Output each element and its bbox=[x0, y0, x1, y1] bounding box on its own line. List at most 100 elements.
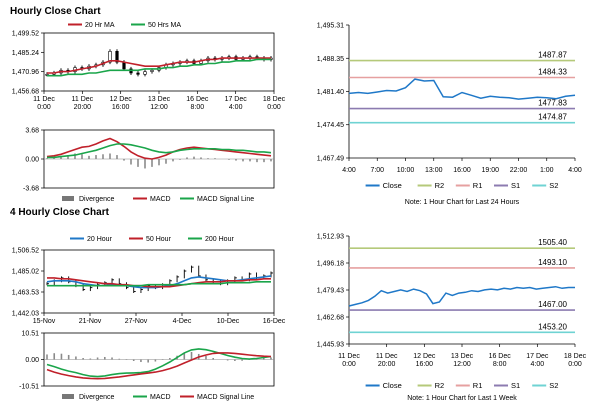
hourly-sr-note: Note: 1 Hour Chart for Last 24 Hours bbox=[405, 199, 520, 206]
fourhour-price-series-1 bbox=[47, 277, 271, 288]
hourly-sr-xtick-6: 22:00 bbox=[510, 167, 528, 174]
hourly-sr-level-label-r2: 1487.87 bbox=[538, 51, 567, 60]
hourly-price-series-1 bbox=[47, 58, 271, 77]
hourly-sr-xtick-3: 13:00 bbox=[425, 167, 443, 174]
fourhour-sr-xtick-0: 11 Dec 0:00 bbox=[338, 353, 360, 368]
fourhour-price-legend-label-1: 50 Hour bbox=[146, 236, 172, 243]
fourhour-sr-level-label-s1: 1467.00 bbox=[538, 300, 567, 309]
fourhour-sr-legend-label-2: R1 bbox=[473, 381, 483, 390]
fourhour-price-xtick-0: 15-Nov bbox=[33, 318, 56, 325]
fourhour-sr-ytick-2: 1,479.43 bbox=[317, 288, 344, 295]
hourly-sr-xtick-4: 16:00 bbox=[453, 167, 471, 174]
fourhour-sr-xtick-6: 18 Dec 0:00 bbox=[564, 353, 587, 368]
fourhour-sr-note: Note: 1 Hour Chart for Last 1 Week bbox=[407, 395, 517, 402]
hourly-price-price-body-13 bbox=[136, 72, 140, 75]
hourly-price-price-body-10 bbox=[115, 51, 119, 63]
hourly-price-xtick-0: 11 Dec 0:00 bbox=[33, 96, 55, 111]
hourly-price-xtick-1: 11 Dec 20:00 bbox=[71, 96, 93, 111]
hourly-macd-legend-marker-0 bbox=[62, 196, 74, 201]
fourhour-price-ytick-2: 1,463.53 bbox=[12, 289, 39, 296]
hourly-sr-xtick-0: 4:00 bbox=[342, 167, 356, 174]
hourly-macd-legend-label-1: MACD bbox=[150, 196, 171, 203]
hourly-sr-legend-label-3: S1 bbox=[511, 181, 520, 190]
hourly-sr-xtick-1: 7:00 bbox=[370, 167, 384, 174]
hourly-price-ytick-2: 1,470.96 bbox=[12, 69, 39, 76]
fourhour-sr-xtick-5: 17 Dec 4:00 bbox=[526, 353, 549, 368]
fourhour-price-xtick-1: 21-Nov bbox=[79, 318, 102, 325]
fourhour-sr-legend-label-1: R2 bbox=[435, 381, 445, 390]
hourly-price-legend-label-0: 20 Hr MA bbox=[85, 22, 115, 29]
hourly-price-xtick-4: 16 Dec 8:00 bbox=[186, 96, 209, 111]
hourly-macd-ytick-2: -3.68 bbox=[23, 186, 39, 193]
fourhour-macd-ytick-1: 0.00 bbox=[25, 357, 39, 364]
hourly-sr-level-label-r1: 1484.33 bbox=[538, 67, 567, 76]
fourhour-macd-series-1 bbox=[46, 352, 272, 380]
fourhour-macd-series-0 bbox=[46, 348, 272, 378]
hourly-price-xtick-3: 13 Dec 12:00 bbox=[148, 96, 171, 111]
fourhour-sr-level-label-s2: 1453.20 bbox=[538, 322, 567, 331]
hourly-sr-legend-label-4: S2 bbox=[549, 181, 558, 190]
hourly-price-price-body-11 bbox=[122, 61, 126, 70]
hourly-sr-level-label-s2: 1474.87 bbox=[538, 113, 567, 122]
hourly-price-ytick-1: 1,485.24 bbox=[12, 50, 39, 57]
fourhour-sr-xtick-3: 13 Dec 12:00 bbox=[451, 353, 474, 368]
hourly-sr-xtick-7: 1:00 bbox=[540, 167, 554, 174]
hourly-section-title: Hourly Close Chart bbox=[10, 6, 101, 17]
hourly-sr-xtick-8: 4:00 bbox=[568, 167, 582, 174]
hourly-sr-legend-label-0: Close bbox=[383, 181, 402, 190]
fourhour-macd-legend-label-0: Divergence bbox=[79, 394, 115, 401]
fourhour-price-legend-label-2: 200 Hour bbox=[205, 236, 234, 243]
fourhour-sr-ytick-0: 1,512.93 bbox=[317, 234, 344, 241]
fourhour-price-xtick-2: 27-Nov bbox=[125, 318, 148, 325]
fourhour-price-xtick-4: 10-Dec bbox=[217, 318, 240, 325]
hourly-price-price-body-9 bbox=[108, 51, 112, 63]
fourhour-sr-level-label-r2: 1505.40 bbox=[538, 238, 567, 247]
fourhour-sr-xtick-1: 11 Dec 20:00 bbox=[376, 353, 398, 368]
fourhour-sr-ytick-1: 1,496.18 bbox=[317, 261, 344, 268]
fourhour-sr-legend-label-3: S1 bbox=[511, 381, 520, 390]
hourly-price-price-body-15 bbox=[150, 69, 154, 72]
fourhour-price-legend-label-0: 20 Hour bbox=[87, 236, 113, 243]
hourly-macd-ytick-1: 0.00 bbox=[25, 157, 39, 164]
fourhour-price-series-2 bbox=[47, 280, 271, 287]
hourly-price-ytick-3: 1,456.68 bbox=[12, 89, 39, 96]
hourly-price-xtick-6: 18 Dec 0:00 bbox=[263, 96, 286, 111]
fourhour-price-ytick-0: 1,506.52 bbox=[12, 248, 39, 255]
hourly-macd-series-0 bbox=[46, 137, 272, 160]
hourly-price-series-0 bbox=[47, 57, 271, 74]
fourhour-sr-legend-label-4: S2 bbox=[549, 381, 558, 390]
fourhour-price-xtick-3: 4-Dec bbox=[173, 318, 192, 325]
hourly-price-ytick-0: 1,499.52 bbox=[12, 31, 39, 38]
fourhour-macd-ytick-0: 10.51 bbox=[21, 331, 39, 338]
hourly-sr-ytick-0: 1,495.31 bbox=[317, 23, 344, 30]
hourly-macd-ytick-0: 3.68 bbox=[25, 128, 39, 135]
hourly-sr-ytick-3: 1,474.45 bbox=[317, 122, 344, 129]
four-hourly-section-title: 4 Hourly Close Chart bbox=[10, 207, 109, 218]
fourhour-price-ytick-1: 1,485.02 bbox=[12, 269, 39, 276]
fourhour-macd-legend-label-2: MACD Signal Line bbox=[197, 394, 254, 401]
fourhour-sr-xtick-2: 12 Dec 16:00 bbox=[413, 353, 436, 368]
fourhour-price-xtick-5: 16-Dec bbox=[263, 318, 286, 325]
hourly-price-frame bbox=[43, 32, 275, 92]
hourly-sr-close-line bbox=[348, 78, 576, 100]
hourly-price-price-body-14 bbox=[143, 71, 147, 75]
fourhour-sr-xtick-4: 16 Dec 8:00 bbox=[489, 353, 512, 368]
hourly-sr-legend-label-1: R2 bbox=[435, 181, 445, 190]
fourhour-sr-legend-label-0: Close bbox=[383, 381, 402, 390]
hourly-price-xtick-2: 12 Dec 16:00 bbox=[110, 96, 133, 111]
hourly-macd-legend-label-0: Divergence bbox=[79, 196, 115, 203]
fourhour-macd-legend-label-1: MACD bbox=[150, 394, 171, 401]
hourly-sr-ytick-1: 1,488.35 bbox=[317, 56, 344, 63]
fourhour-sr-level-label-r1: 1493.10 bbox=[538, 258, 567, 267]
fourhour-macd-ytick-2: -10.51 bbox=[19, 384, 39, 391]
fourhour-macd-legend-marker-0 bbox=[62, 394, 74, 399]
hourly-price-xtick-5: 17 Dec 4:00 bbox=[225, 96, 248, 111]
hourly-sr-ytick-2: 1,481.40 bbox=[317, 89, 344, 96]
hourly-sr-xtick-5: 19:00 bbox=[481, 167, 499, 174]
hourly-price-legend-label-1: 50 Hrs MA bbox=[148, 22, 181, 29]
hourly-macd-series-1 bbox=[47, 143, 272, 159]
hourly-sr-level-label-s1: 1477.83 bbox=[538, 99, 567, 108]
fourhour-sr-ytick-3: 1,462.68 bbox=[317, 315, 344, 322]
hourly-sr-ytick-4: 1,467.49 bbox=[317, 156, 344, 163]
